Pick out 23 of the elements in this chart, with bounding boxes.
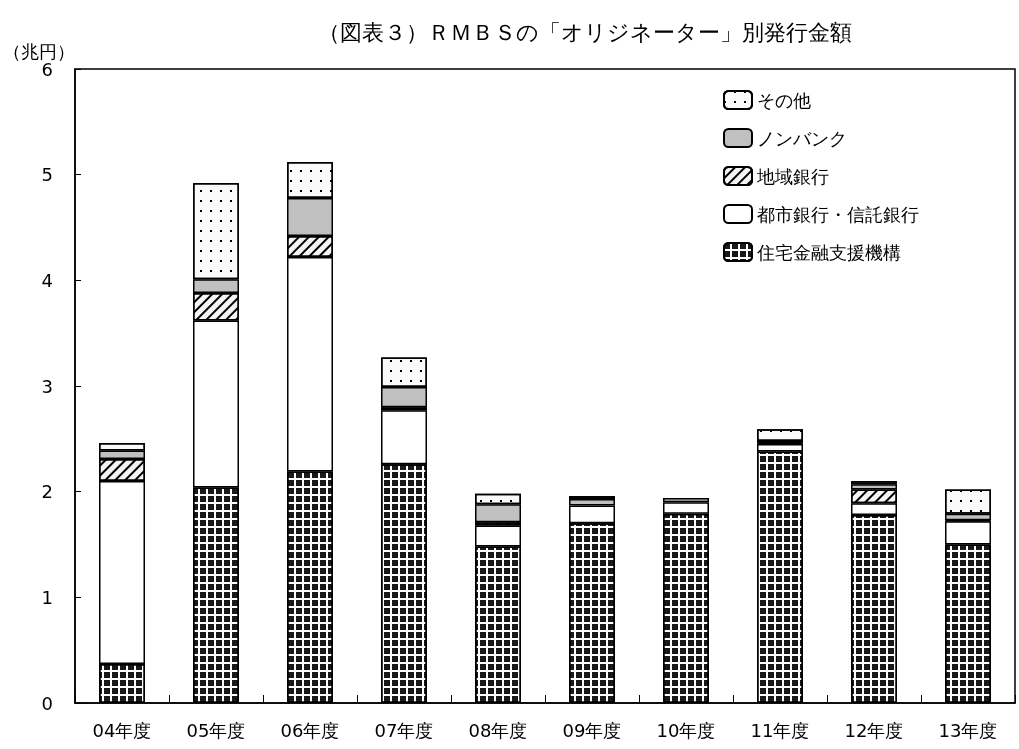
- x-tick-label: 05年度: [186, 719, 246, 741]
- legend-label: 都市銀行・信託銀行: [757, 203, 919, 225]
- chart-title: （図表３）ＲＭＢＳの「オリジネーター」別発行金額: [318, 19, 852, 45]
- y-tick-label: 3: [41, 375, 53, 397]
- legend-label: その他: [757, 89, 811, 111]
- legend-label: 住宅金融支援機構: [756, 241, 901, 263]
- y-tick-label: 4: [41, 269, 53, 291]
- y-tick-label: 2: [41, 481, 53, 503]
- y-tick-label: 0: [41, 692, 53, 714]
- y-tick-label: 1: [41, 586, 53, 608]
- y-axis-title: （兆円）: [3, 40, 75, 62]
- x-tick-label: 12年度: [844, 719, 904, 741]
- x-tick-label: 08年度: [468, 719, 528, 741]
- legend-label: ノンバンク: [757, 127, 847, 149]
- x-tick-label: 13年度: [938, 719, 998, 741]
- x-tick-label: 09年度: [562, 719, 622, 741]
- x-tick-label: 10年度: [656, 719, 716, 741]
- x-tick-label: 11年度: [750, 719, 810, 741]
- x-tick-label: 07年度: [374, 719, 434, 741]
- y-tick-label: 5: [41, 164, 53, 186]
- x-tick-label: 06年度: [280, 719, 340, 741]
- x-tick-label: 04年度: [92, 719, 152, 741]
- legend-label: 地域銀行: [756, 165, 829, 187]
